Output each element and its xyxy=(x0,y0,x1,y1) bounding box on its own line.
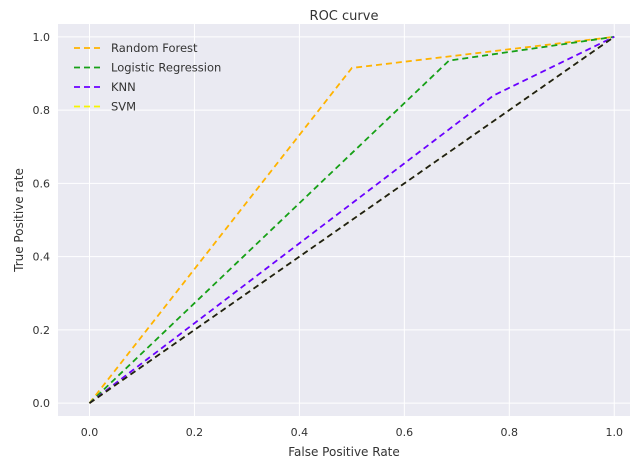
legend-label: Logistic Regression xyxy=(111,61,221,75)
series-line-logistic-regression xyxy=(88,35,615,404)
x-tick-label: 0.0 xyxy=(81,426,99,439)
y-axis-title: True Positive rate xyxy=(12,168,26,273)
x-tick-label: 1.0 xyxy=(606,426,624,439)
x-axis-title: False Positive Rate xyxy=(288,445,400,459)
series-line-random-forest xyxy=(88,35,615,404)
x-tick-label: 0.6 xyxy=(396,426,414,439)
series-lines xyxy=(88,35,615,404)
legend-label: Random Forest xyxy=(111,41,198,55)
x-tick-label: 0.4 xyxy=(291,426,309,439)
y-tick-label: 0.0 xyxy=(33,397,51,410)
grid-lines xyxy=(58,24,630,416)
plot-area xyxy=(58,24,630,416)
y-tick-label: 0.8 xyxy=(33,104,51,117)
y-tick-label: 0.2 xyxy=(33,324,51,337)
legend-label: KNN xyxy=(111,80,136,94)
x-tick-label: 0.8 xyxy=(501,426,519,439)
tick-labels: 0.0 0.2 0.4 0.6 0.8 1.0 0.0 0.2 0.4 0.6 0.8 1.0 xyxy=(33,31,624,439)
y-tick-label: 0.4 xyxy=(33,251,51,264)
x-tick-label: 0.2 xyxy=(186,426,204,439)
legend: Random Forest Logistic Regression KNN SVM xyxy=(74,41,221,114)
reference-diagonal-line xyxy=(88,36,615,404)
chart-title: ROC curve xyxy=(310,9,379,24)
legend-label: SVM xyxy=(111,100,136,114)
y-tick-label: 1.0 xyxy=(33,31,51,44)
y-tick-label: 0.6 xyxy=(33,177,51,190)
